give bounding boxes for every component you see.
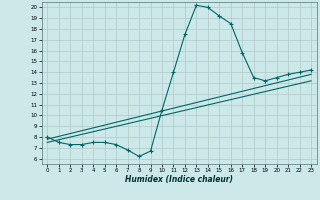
X-axis label: Humidex (Indice chaleur): Humidex (Indice chaleur) [125, 175, 233, 184]
